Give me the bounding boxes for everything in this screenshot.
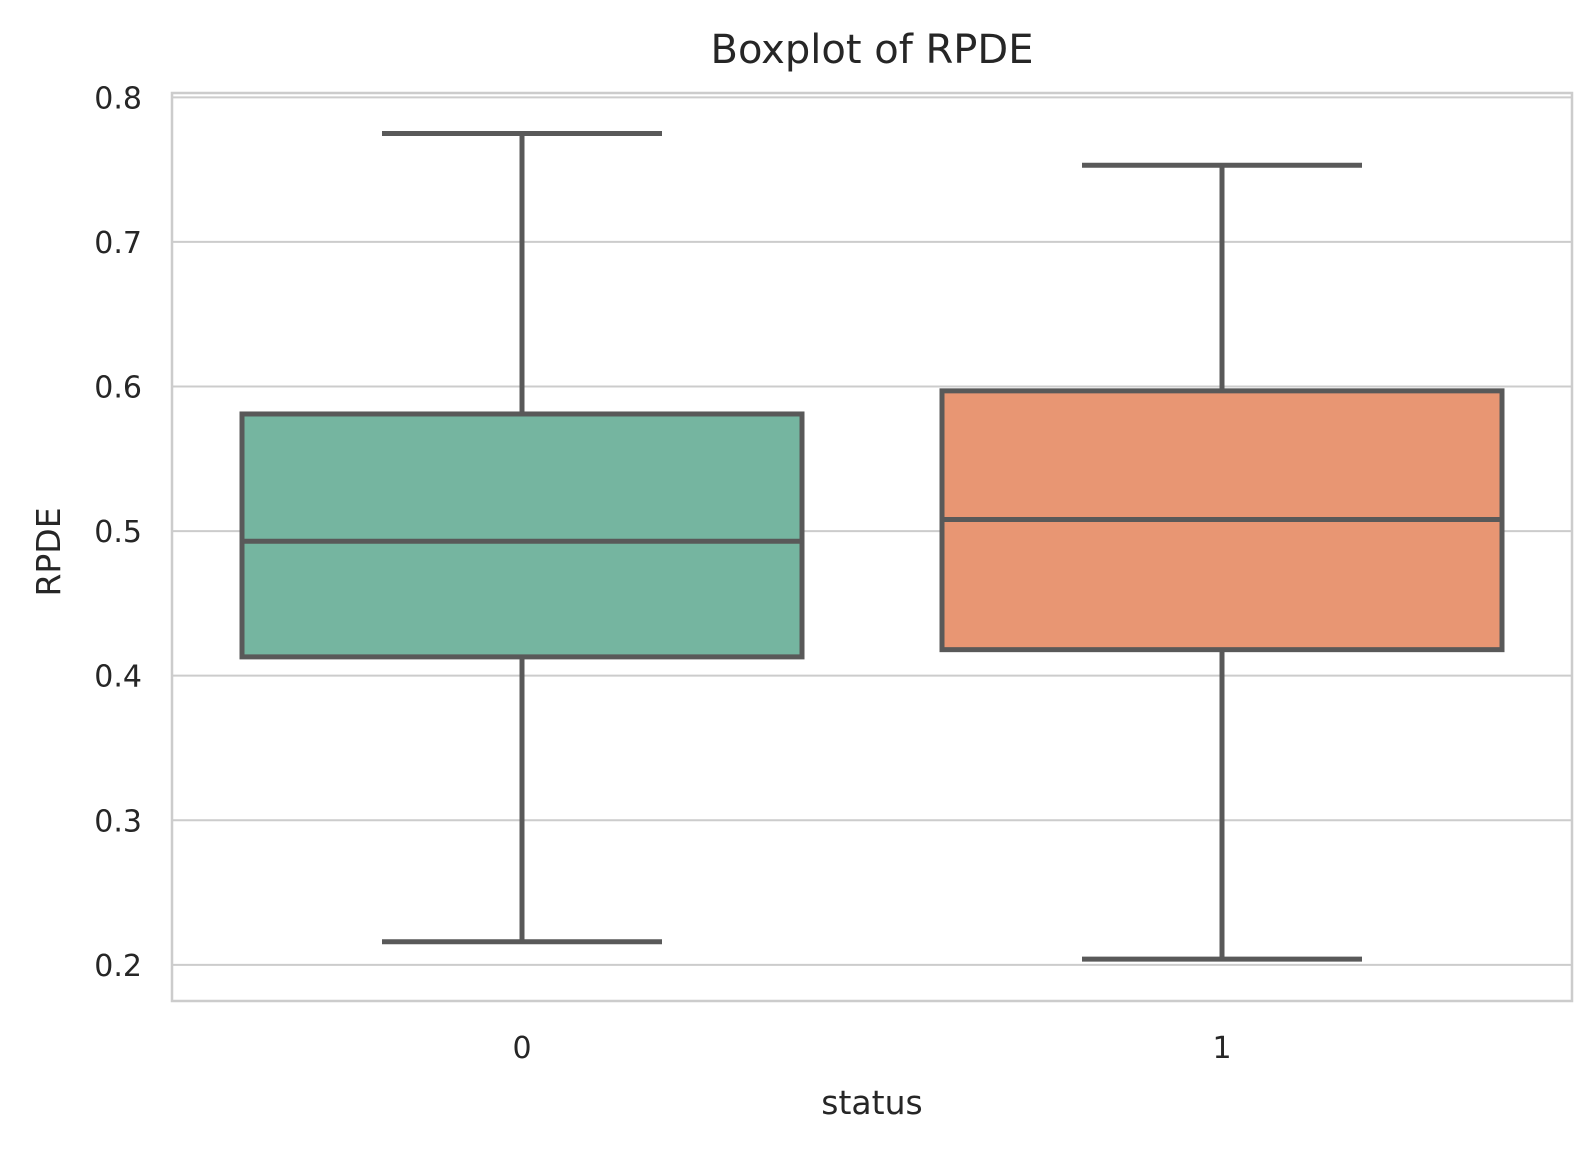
box-group-1	[939, 162, 1505, 962]
plot-frame	[170, 91, 1574, 1003]
chart-title: Boxplot of RPDE	[711, 27, 1034, 73]
y-tick-label: 0.6	[94, 371, 142, 406]
y-axis-label: RPDE	[29, 507, 68, 596]
y-tick-label: 0.5	[94, 515, 142, 550]
x-tick-label: 1	[1212, 1031, 1231, 1066]
boxes	[239, 130, 1505, 962]
y-tick-label: 0.8	[94, 81, 142, 116]
x-axis-label: status	[821, 1083, 922, 1122]
box-group-0	[239, 130, 805, 945]
y-tick-label: 0.7	[94, 226, 142, 261]
y-ticks: 0.2 0.3 0.4 0.5 0.6 0.7 0.8	[94, 81, 142, 984]
y-tick-label: 0.4	[94, 660, 142, 695]
iqr-box	[239, 411, 805, 660]
y-tick-label: 0.2	[94, 949, 142, 984]
y-tick-label: 0.3	[94, 804, 142, 839]
x-tick-label: 0	[512, 1031, 531, 1066]
